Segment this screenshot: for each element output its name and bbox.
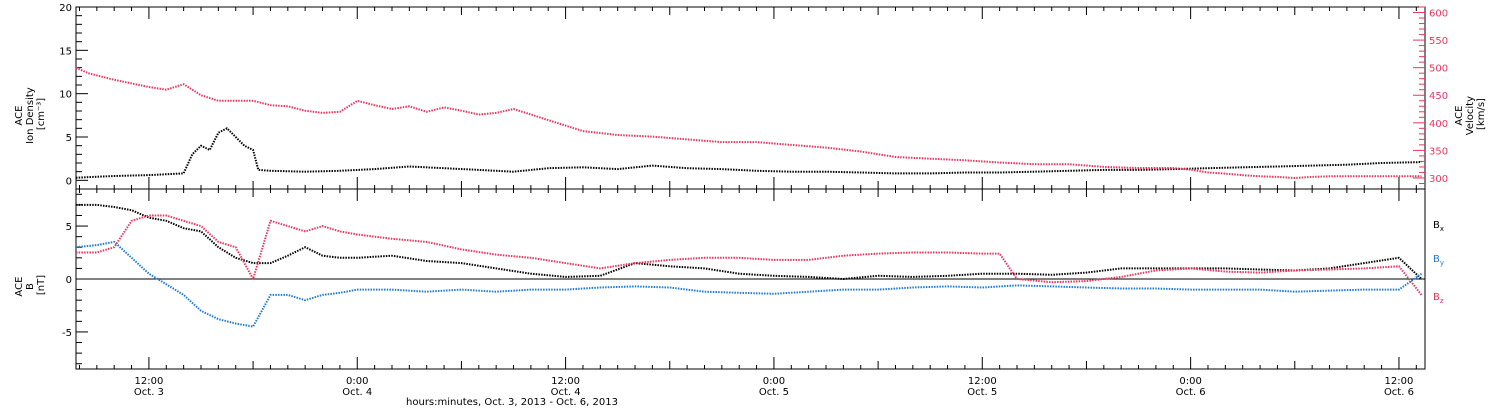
b-field-axis-ticks: -5 0 5 bbox=[62, 193, 88, 365]
y-tick-label: 300 bbox=[1429, 174, 1448, 185]
x-tick-date: Oct. 5 bbox=[967, 387, 997, 398]
y-tick-label: -5 bbox=[62, 328, 72, 339]
y-tick-label: 550 bbox=[1429, 36, 1448, 47]
x-tick-date: Oct. 6 bbox=[1176, 387, 1206, 398]
velocity-axis-ticks: 300 350 400 450 500 550 600 bbox=[1413, 6, 1448, 190]
series-bz bbox=[76, 214, 1423, 296]
y-tick-label: 0 bbox=[66, 176, 72, 187]
top-panel-series bbox=[75, 66, 1422, 179]
y-tick-label: 15 bbox=[59, 46, 72, 57]
y-tick-label: 600 bbox=[1429, 9, 1448, 20]
series-velocity bbox=[75, 66, 1422, 179]
x-tick-date: Oct. 4 bbox=[342, 387, 372, 398]
b-field-axis-title: ACE B [nT] bbox=[14, 273, 47, 296]
series-by bbox=[75, 240, 1423, 328]
bottom-panel-x-ticks bbox=[78, 189, 1417, 369]
y-tick-label: 500 bbox=[1429, 64, 1448, 75]
x-tick-time: 12:00 bbox=[135, 376, 164, 387]
top-panel-x-ticks bbox=[78, 7, 1417, 189]
legend-bz: Bz bbox=[1433, 292, 1444, 305]
top-panel: 0 5 10 15 20 300 350 400 450 500 550 600 ACE Ion D… bbox=[14, 3, 1487, 190]
y-tick-label: 10 bbox=[59, 90, 72, 101]
x-tick-time: 0:00 bbox=[346, 376, 368, 387]
x-axis-title: hours:minutes, Oct. 3, 2013 - Oct. 6, 20… bbox=[406, 397, 618, 408]
x-tick-time: 12:00 bbox=[968, 376, 997, 387]
y-tick-label: 400 bbox=[1429, 119, 1448, 130]
top-panel-frame bbox=[75, 6, 1426, 190]
density-axis-title: ACE Ion Density [cm⁻³] bbox=[14, 84, 47, 144]
x-tick-date: Oct. 6 bbox=[1384, 387, 1414, 398]
bottom-panel-series bbox=[75, 203, 1423, 328]
y-tick-label: 5 bbox=[66, 222, 72, 233]
density-axis-ticks: 0 5 10 15 20 bbox=[59, 3, 88, 190]
y-tick-label: 20 bbox=[59, 3, 72, 14]
legend-by: By bbox=[1433, 254, 1444, 267]
x-tick-time: 0:00 bbox=[763, 376, 785, 387]
x-tick-time: 12:00 bbox=[1385, 376, 1414, 387]
series-density bbox=[75, 127, 1422, 179]
y-tick-label: 5 bbox=[66, 133, 72, 144]
y-tick-label: 450 bbox=[1429, 91, 1448, 102]
y-tick-label: 0 bbox=[66, 275, 72, 286]
legend-bx: Bx bbox=[1433, 220, 1444, 233]
x-tick-time: 12:00 bbox=[551, 376, 580, 387]
y-tick-label: 350 bbox=[1429, 146, 1448, 157]
x-tick-time: 0:00 bbox=[1179, 376, 1201, 387]
x-tick-date: Oct. 4 bbox=[551, 387, 581, 398]
x-tick-date: Oct. 5 bbox=[759, 387, 789, 398]
x-tick-date: Oct. 3 bbox=[134, 387, 164, 398]
b-component-legend: Bx By Bz bbox=[1433, 220, 1444, 305]
bottom-panel: -5 0 5 Bx By Bz ACE B [nT] bbox=[14, 188, 1444, 370]
velocity-axis-title: ACE Velocity [km/s] bbox=[1454, 93, 1487, 135]
series-bx bbox=[76, 203, 1423, 280]
